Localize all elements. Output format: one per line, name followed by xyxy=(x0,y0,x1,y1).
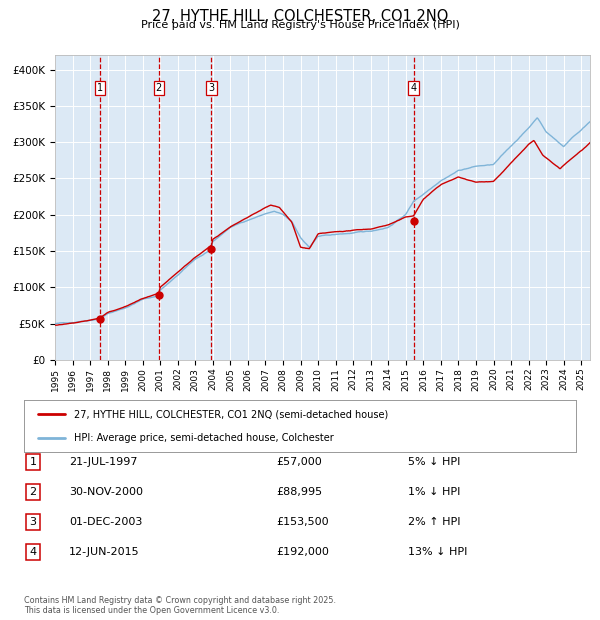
Text: Price paid vs. HM Land Registry's House Price Index (HPI): Price paid vs. HM Land Registry's House … xyxy=(140,20,460,30)
Text: 4: 4 xyxy=(410,82,416,92)
Text: 2: 2 xyxy=(29,487,37,497)
Text: £88,995: £88,995 xyxy=(276,487,322,497)
Text: 01-DEC-2003: 01-DEC-2003 xyxy=(69,517,142,527)
Text: HPI: Average price, semi-detached house, Colchester: HPI: Average price, semi-detached house,… xyxy=(74,433,334,443)
Text: 1: 1 xyxy=(97,82,103,92)
Text: 1% ↓ HPI: 1% ↓ HPI xyxy=(408,487,460,497)
Text: 5% ↓ HPI: 5% ↓ HPI xyxy=(408,457,460,467)
Text: Contains HM Land Registry data © Crown copyright and database right 2025.
This d: Contains HM Land Registry data © Crown c… xyxy=(24,596,336,615)
Text: 2: 2 xyxy=(156,82,162,92)
Text: 2% ↑ HPI: 2% ↑ HPI xyxy=(408,517,461,527)
Text: £192,000: £192,000 xyxy=(276,547,329,557)
Text: 13% ↓ HPI: 13% ↓ HPI xyxy=(408,547,467,557)
Text: £153,500: £153,500 xyxy=(276,517,329,527)
Text: 4: 4 xyxy=(29,547,37,557)
Text: 3: 3 xyxy=(208,82,215,92)
Text: 30-NOV-2000: 30-NOV-2000 xyxy=(69,487,143,497)
Text: £57,000: £57,000 xyxy=(276,457,322,467)
Text: 21-JUL-1997: 21-JUL-1997 xyxy=(69,457,137,467)
Text: 12-JUN-2015: 12-JUN-2015 xyxy=(69,547,140,557)
Text: 27, HYTHE HILL, COLCHESTER, CO1 2NQ (semi-detached house): 27, HYTHE HILL, COLCHESTER, CO1 2NQ (sem… xyxy=(74,409,388,419)
Text: 1: 1 xyxy=(29,457,37,467)
Text: 27, HYTHE HILL, COLCHESTER, CO1 2NQ: 27, HYTHE HILL, COLCHESTER, CO1 2NQ xyxy=(152,9,448,24)
Text: 3: 3 xyxy=(29,517,37,527)
